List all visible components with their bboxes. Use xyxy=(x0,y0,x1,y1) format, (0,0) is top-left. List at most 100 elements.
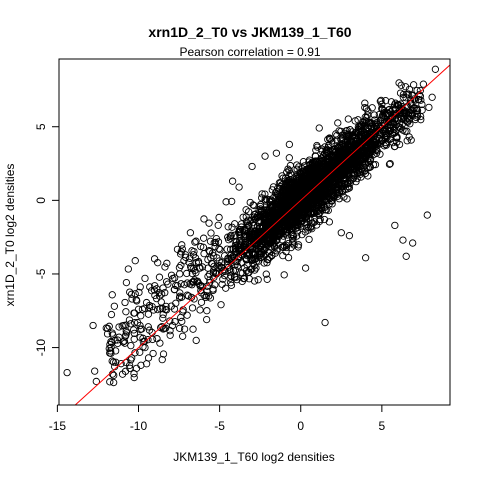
data-point xyxy=(327,190,335,198)
data-point xyxy=(280,271,288,279)
data-point xyxy=(242,206,250,214)
data-point xyxy=(292,181,300,189)
data-point xyxy=(197,242,205,251)
data-point xyxy=(130,373,138,382)
data-point xyxy=(173,245,182,254)
data-point xyxy=(146,283,154,291)
data-point xyxy=(367,119,376,128)
data-point xyxy=(428,93,436,101)
data-point xyxy=(131,349,139,357)
data-point xyxy=(305,235,313,244)
data-point xyxy=(130,329,139,337)
data-point xyxy=(325,218,333,226)
data-point xyxy=(308,219,316,227)
data-point xyxy=(289,232,298,241)
data-point xyxy=(211,238,220,247)
data-point xyxy=(289,222,297,231)
data-point xyxy=(324,162,332,170)
data-point xyxy=(285,180,293,188)
data-point xyxy=(361,103,369,112)
fit-line xyxy=(74,64,450,405)
data-point xyxy=(239,213,247,221)
data-point xyxy=(289,202,297,210)
data-point xyxy=(283,214,292,223)
data-point xyxy=(395,79,403,87)
data-point xyxy=(321,174,329,183)
data-point xyxy=(248,256,256,265)
data-point xyxy=(211,281,219,289)
data-point xyxy=(395,140,404,149)
data-point xyxy=(233,262,242,270)
data-point xyxy=(144,323,152,331)
data-point xyxy=(322,190,330,199)
data-point xyxy=(215,213,223,222)
data-point xyxy=(258,190,266,198)
data-point xyxy=(128,295,136,303)
data-point xyxy=(176,289,184,297)
data-point xyxy=(183,269,191,278)
data-point xyxy=(240,274,249,283)
data-point xyxy=(209,267,218,275)
data-point xyxy=(331,148,339,156)
data-point xyxy=(169,274,177,283)
data-point xyxy=(360,132,369,140)
data-point xyxy=(268,186,276,194)
data-point xyxy=(397,124,405,132)
data-point xyxy=(368,104,376,112)
data-point xyxy=(254,276,262,284)
data-point xyxy=(327,187,336,196)
data-point xyxy=(296,185,305,193)
data-point xyxy=(275,211,283,220)
chart-subtitle: Pearson correlation = 0.91 xyxy=(179,45,320,59)
data-point xyxy=(394,116,402,124)
data-point xyxy=(228,223,236,231)
data-point xyxy=(104,324,112,333)
data-point xyxy=(234,245,242,253)
data-point xyxy=(321,180,329,188)
data-point xyxy=(417,96,425,104)
data-point xyxy=(117,360,125,368)
data-point xyxy=(370,111,378,119)
data-point xyxy=(394,100,402,109)
data-point xyxy=(265,249,274,257)
data-point xyxy=(371,120,379,128)
data-point xyxy=(325,134,334,142)
data-point xyxy=(289,237,297,245)
data-point xyxy=(333,174,341,182)
data-point xyxy=(235,254,243,262)
data-point xyxy=(177,261,185,269)
data-point xyxy=(227,231,235,239)
data-point xyxy=(125,316,134,324)
data-point xyxy=(178,245,186,253)
data-point xyxy=(108,357,116,365)
data-point xyxy=(344,145,353,153)
data-point xyxy=(281,174,290,182)
data-point xyxy=(237,223,246,231)
data-point xyxy=(107,310,116,319)
data-point xyxy=(338,187,346,195)
data-point xyxy=(261,152,269,160)
data-point xyxy=(378,113,386,122)
data-point xyxy=(156,339,164,347)
data-point xyxy=(365,127,373,135)
data-point xyxy=(105,344,113,353)
data-point xyxy=(163,259,171,267)
data-point xyxy=(315,124,323,132)
data-point xyxy=(108,291,116,299)
data-point xyxy=(365,140,373,148)
data-point xyxy=(197,298,206,306)
y-tick-label: 5 xyxy=(34,123,48,130)
data-point xyxy=(256,200,265,209)
data-point xyxy=(248,216,256,224)
data-point xyxy=(327,161,335,169)
data-point xyxy=(279,187,287,195)
data-point xyxy=(247,230,256,238)
data-point xyxy=(214,221,222,229)
data-point xyxy=(363,149,371,157)
data-point xyxy=(127,342,135,350)
data-point xyxy=(129,326,138,334)
data-point xyxy=(338,137,346,145)
data-point xyxy=(386,114,394,123)
data-point xyxy=(393,134,401,142)
